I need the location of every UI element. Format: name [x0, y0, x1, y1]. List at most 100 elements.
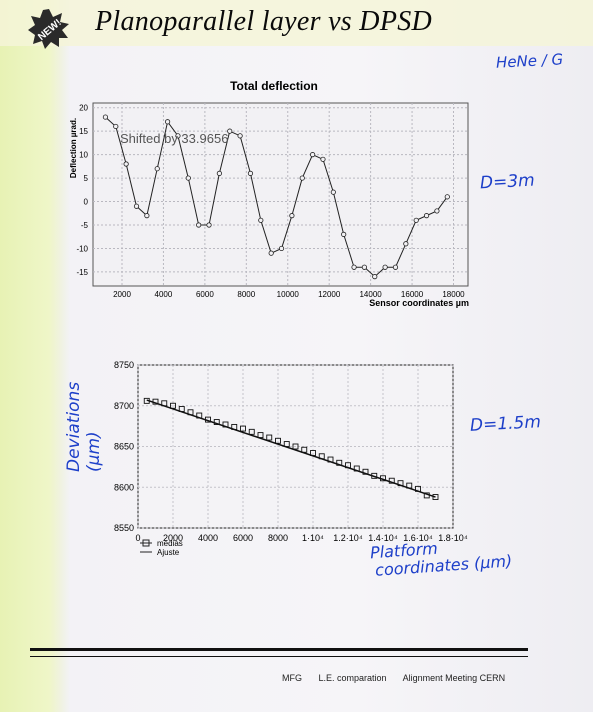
chart1-title: Total deflection — [230, 79, 318, 93]
chart2-data-point — [266, 434, 273, 441]
chart1-y-axis-label: Deflection µrad. — [69, 118, 78, 178]
chart1-data-point — [299, 175, 305, 181]
chart1-y-tick-label: 10 — [79, 151, 88, 160]
chart2-x-tick-label: 1.8·10⁴ — [438, 533, 468, 543]
chart2-y-axis-label: Deviations (µm) — [64, 381, 104, 472]
chart1-x-tick-label: 12000 — [318, 290, 341, 299]
annotation-d15: D=1.5m — [469, 412, 542, 436]
chart2-data-point — [248, 428, 255, 435]
chart1-data-point — [144, 213, 150, 219]
chart2-data-point — [178, 406, 185, 412]
chart1-data-point — [258, 217, 264, 223]
chart2-data-point — [415, 485, 421, 492]
chart1-data-point — [196, 222, 202, 228]
highlight-margin — [0, 0, 70, 712]
chart1-data-point — [227, 128, 233, 134]
chart2-data-point — [283, 441, 290, 448]
chart1-x-tick-label: 18000 — [442, 290, 465, 299]
chart1-data-point — [310, 152, 316, 158]
chart1-x-tick-label: 8000 — [237, 290, 255, 299]
chart1-data-point — [289, 213, 295, 219]
chart1-data-point — [434, 208, 440, 214]
chart2-x-tick-label: 0 — [135, 533, 140, 543]
chart2-y-tick-label: 8650 — [114, 442, 134, 452]
chart2-x-tick-label: 1.2·10⁴ — [333, 533, 363, 543]
chart1-data-point — [372, 274, 378, 280]
page-title: Planoparallel layer vs DPSD — [95, 6, 433, 37]
chart2-fit-line — [146, 399, 436, 498]
chart2-data-point — [222, 421, 229, 428]
footer-subject: L.E. comparation — [318, 673, 387, 683]
chart1-x-tick-label: 2000 — [113, 290, 131, 299]
chart1-data-point — [403, 241, 409, 247]
chart2-data-point — [187, 409, 194, 416]
chart2-data-point — [423, 492, 430, 499]
chart1-data-point — [392, 264, 399, 270]
chart2-data-point — [152, 398, 159, 405]
chart2-data-point — [310, 450, 316, 456]
chart1-y-tick-label: -15 — [76, 268, 88, 277]
chart1-data-point — [102, 114, 109, 120]
chart1-data-point — [423, 213, 430, 219]
chart1-data-point — [237, 133, 243, 139]
chart1-y-tick-label: 5 — [84, 174, 89, 183]
chart1-data-point — [247, 170, 254, 176]
chart1-data-point — [185, 175, 191, 181]
footer-rule-top — [30, 648, 528, 651]
chart1-data-point — [175, 133, 181, 139]
chart2-data-point — [327, 456, 334, 463]
chart2-data-point — [380, 475, 386, 482]
chart2-data-point — [170, 402, 176, 409]
chart1-data-point — [278, 245, 285, 252]
annotation-hene: HeNe / G — [495, 50, 564, 72]
chart2-data-point — [318, 453, 325, 460]
chart2-data-point — [345, 462, 351, 469]
chart1-y-tick-label: 15 — [79, 127, 88, 136]
chart2-data-point — [143, 397, 150, 404]
legend-medias: medias — [157, 539, 183, 548]
chart2-x-tick-label: 8000 — [268, 533, 288, 543]
chart1-x-tick-label: 14000 — [359, 290, 382, 299]
chart2-data-point — [397, 480, 404, 487]
chart2-y-tick-label: 8550 — [114, 523, 134, 533]
chart2-legend: medias Ajuste — [140, 539, 183, 557]
title-bar — [0, 0, 593, 46]
chart2-data-point — [275, 437, 281, 444]
chart2-data-point — [231, 423, 238, 430]
chart1-data-point — [382, 264, 388, 270]
chart2-data-point — [240, 425, 246, 432]
chart2-x-tick-label: 4000 — [198, 533, 218, 543]
chart1-x-tick-label: 6000 — [196, 290, 214, 299]
footer: MFG L.E. comparation Alignment Meeting C… — [282, 673, 519, 683]
chart1-y-tick-label: -10 — [76, 244, 88, 253]
chart2-data-point — [301, 446, 308, 453]
chart2-data-point — [371, 472, 378, 479]
chart2-data-point — [213, 419, 220, 425]
chart1-data-point — [133, 203, 140, 209]
chart1-data-point — [444, 194, 450, 200]
chart2-x-tick-label: 2000 — [163, 533, 183, 543]
chart1-y-tick-label: 0 — [84, 198, 89, 207]
chart1-data-point — [341, 231, 347, 237]
chart1-data-point — [164, 119, 171, 125]
chart1-x-tick-label: 16000 — [401, 290, 424, 299]
chart2-data-point — [353, 465, 360, 472]
chart1-data-point — [413, 217, 419, 223]
chart2-x-tick-label: 1.6·10⁴ — [403, 533, 433, 543]
chart2-y-tick-label: 8700 — [114, 401, 134, 411]
chart1-data-point — [330, 189, 336, 195]
chart1-series-line — [105, 116, 448, 278]
legend-ajuste: Ajuste — [157, 548, 180, 557]
chart1-data-point — [206, 222, 212, 228]
chart2-data-point — [406, 482, 413, 489]
chart1-x-tick-label: 10000 — [277, 290, 300, 299]
chart2-data-point — [161, 400, 168, 407]
chart1-x-tick-label: 4000 — [155, 290, 173, 299]
chart1-y-tick-label: -5 — [81, 221, 89, 230]
chart1-data-point — [123, 161, 129, 167]
chart1-data-point — [268, 250, 274, 256]
chart1-data-point — [216, 170, 222, 176]
footer-author: MFG — [282, 673, 302, 683]
